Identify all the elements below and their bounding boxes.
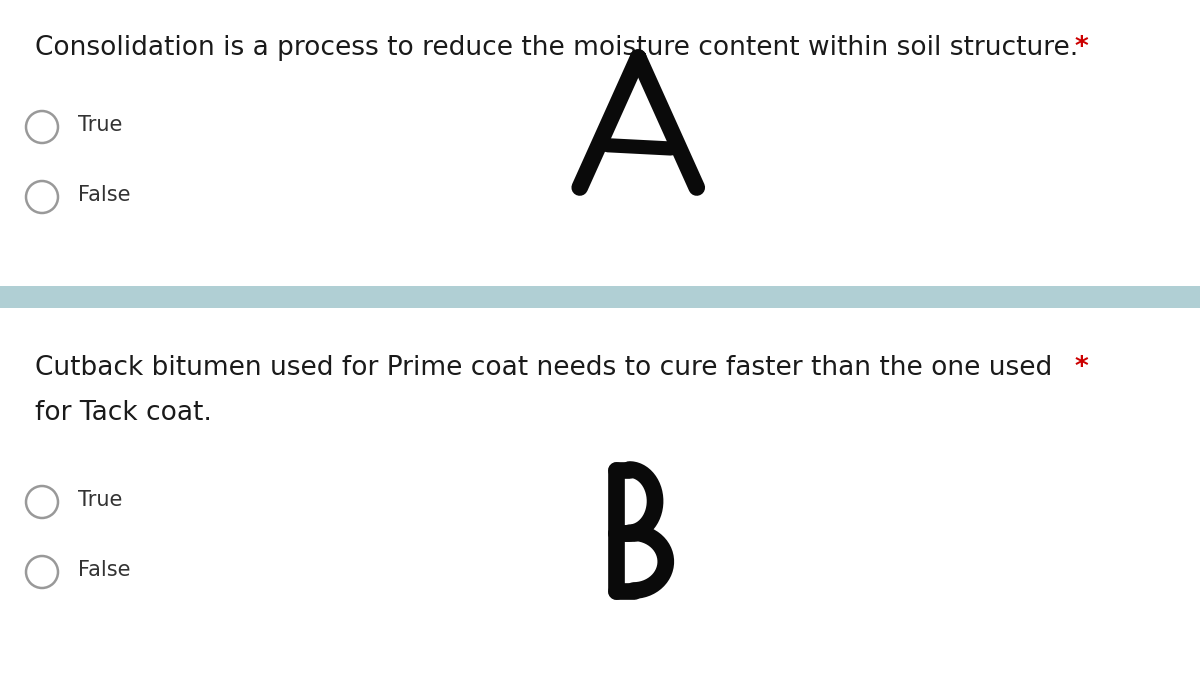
Text: True: True [78, 490, 122, 510]
Text: Consolidation is a process to reduce the moisture content within soil structure.: Consolidation is a process to reduce the… [35, 35, 1079, 61]
Text: False: False [78, 560, 131, 580]
Text: for Tack coat.: for Tack coat. [35, 400, 212, 426]
Text: True: True [78, 115, 122, 135]
Text: False: False [78, 185, 131, 205]
Text: *: * [1075, 355, 1088, 381]
Bar [0, 286, 1200, 308]
Text: Cutback bitumen used for Prime coat needs to cure faster than the one used: Cutback bitumen used for Prime coat need… [35, 355, 1052, 381]
Text: *: * [1075, 35, 1088, 61]
